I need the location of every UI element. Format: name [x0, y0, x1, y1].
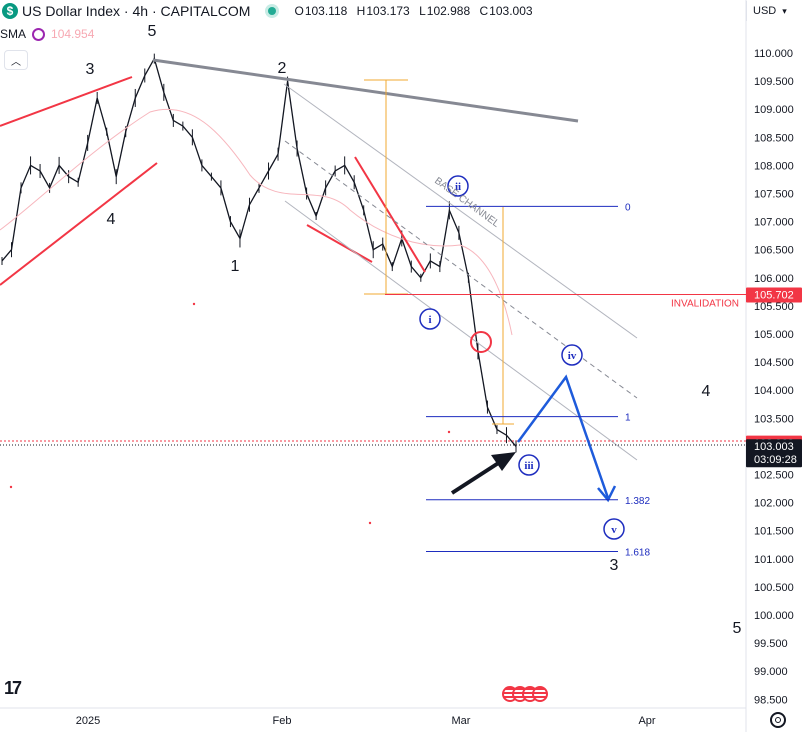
- wave-label-minor: i: [428, 314, 431, 326]
- y-tick-label: 103.500: [754, 413, 794, 425]
- sma-line: [0, 108, 513, 336]
- y-tick-label: 104.500: [754, 357, 794, 369]
- price-series: [1, 53, 517, 453]
- price-axis: 110.000 109.500 109.000 108.500 108.000 107.5…: [754, 48, 794, 706]
- y-tick-label: 105.500: [754, 301, 794, 313]
- wave-label: 2: [278, 60, 287, 77]
- economic-events-icon[interactable]: [502, 686, 548, 702]
- y-tick-label: 98.500: [754, 694, 788, 706]
- wave-label: 3: [86, 61, 95, 78]
- price-badge: [746, 439, 802, 468]
- market-status-icon: [268, 7, 277, 15]
- y-tick-label: 107.500: [754, 189, 794, 201]
- price-badge-label: 103.003: [754, 441, 794, 453]
- dollar-icon: $: [2, 3, 18, 19]
- x-tick-label: Mar: [452, 715, 471, 727]
- y-tick-label: 108.500: [754, 132, 794, 144]
- fib-level-label: 1.382: [625, 496, 650, 507]
- y-tick-label: 99.000: [754, 666, 788, 678]
- wave-circle: [603, 518, 625, 540]
- wave-circle: [561, 344, 583, 366]
- wave-label-minor: iv: [568, 350, 577, 362]
- y-tick-label: 102.500: [754, 470, 794, 482]
- wave-circle: [419, 308, 441, 330]
- price-badge-label: 105.702: [754, 290, 794, 302]
- gear-icon[interactable]: [770, 712, 786, 728]
- wave-label-minor: v: [611, 524, 617, 536]
- y-tick-label: 110.000: [754, 48, 793, 60]
- wave-label: 3: [610, 557, 619, 574]
- price-badge: [746, 287, 802, 303]
- countdown-label: 03:09:28: [754, 454, 797, 466]
- y-tick-label: 109.500: [754, 76, 794, 88]
- symbol-header: $ US Dollar Index · 4h · CAPITALCOM O103…: [0, 0, 539, 22]
- indicator-value: 104.954: [51, 27, 95, 41]
- y-tick-label: 108.000: [754, 160, 794, 172]
- price-line: [1, 56, 517, 447]
- wave-label: 1: [231, 258, 240, 275]
- wave-label: 4: [107, 211, 116, 228]
- indicator-settings-icon[interactable]: [32, 27, 46, 41]
- wave-label-minor: iii: [524, 460, 533, 472]
- wave-label-minor: ii: [455, 181, 461, 193]
- collapse-legend-button[interactable]: ︿: [4, 50, 28, 70]
- fib-level-label: 1: [625, 413, 631, 424]
- indicator-legend[interactable]: SMA 104.954: [0, 25, 94, 43]
- x-tick-label: 2025: [76, 715, 100, 727]
- currency-selector[interactable]: USD ▾: [746, 1, 798, 21]
- tradingview-logo[interactable]: 17: [4, 678, 22, 698]
- wave-label: 5: [733, 620, 742, 637]
- fib-levels: INVALIDATION 0 1 1.382 1.618: [385, 202, 746, 558]
- y-tick-label: 104.000: [754, 385, 794, 397]
- y-tick-label: 101.500: [754, 526, 794, 538]
- drawings: [0, 58, 746, 525]
- y-tick-label: 107.000: [754, 217, 794, 229]
- ohlc-values: O103.118 H103.173 L102.988 C103.003: [294, 4, 533, 18]
- y-tick-label: 100.500: [754, 582, 794, 594]
- fib-level-label: 1.618: [625, 547, 650, 558]
- symbol-title[interactable]: US Dollar Index · 4h · CAPITALCOM: [22, 3, 251, 19]
- y-tick-label: 102.000: [754, 498, 794, 510]
- wave-circle: [518, 454, 540, 476]
- y-tick-label: 100.000: [754, 610, 794, 622]
- y-tick-label: 101.000: [754, 554, 794, 566]
- wave-circle: [447, 175, 469, 197]
- y-tick-label: 105.000: [754, 329, 794, 341]
- y-tick-label: 109.000: [754, 104, 794, 116]
- invalidation-label: INVALIDATION: [671, 299, 739, 310]
- chevron-down-icon: ▾: [782, 5, 787, 16]
- currency-label: USD: [753, 5, 777, 17]
- y-tick-label: 106.000: [754, 273, 794, 285]
- fib-level-label: 0: [625, 202, 631, 213]
- wave-label: 5: [148, 23, 157, 40]
- y-tick-label: 99.500: [754, 638, 788, 650]
- x-tick-label: Feb: [273, 715, 292, 727]
- y-tick-label: 106.500: [754, 245, 794, 257]
- x-tick-label: Apr: [638, 715, 655, 727]
- wave-label: 4: [702, 383, 711, 400]
- time-axis: 2025 Feb Mar Apr: [76, 715, 656, 727]
- indicator-name: SMA: [0, 27, 27, 41]
